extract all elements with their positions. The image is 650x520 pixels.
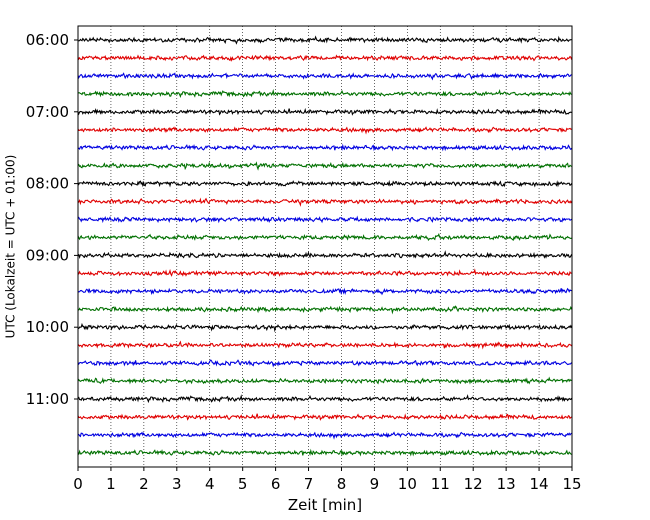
y-tick-label: 06:00 xyxy=(26,31,69,49)
y-tick-label: 07:00 xyxy=(26,103,69,121)
trace-series xyxy=(77,35,573,457)
trace-line xyxy=(77,250,573,259)
x-tick-label: 8 xyxy=(337,475,347,493)
trace-line xyxy=(77,322,573,333)
y-axis-ticks: 06:00 07:00 08:00 09:00 10:00 11:00 xyxy=(26,31,78,408)
trace-line xyxy=(77,287,572,296)
trace-line xyxy=(77,340,573,350)
trace-line xyxy=(77,197,573,207)
trace-line xyxy=(77,305,573,315)
x-tick-label: 9 xyxy=(370,475,380,493)
x-tick-label: 5 xyxy=(238,475,248,493)
y-tick-label: 09:00 xyxy=(26,246,69,264)
trace-line xyxy=(77,126,572,135)
trace-line xyxy=(77,88,572,98)
trace-line xyxy=(77,215,572,224)
x-tick-label: 10 xyxy=(398,475,417,493)
trace-line xyxy=(77,107,572,116)
y-axis-label: UTC (Lokalzeit = UTC + 01:00) xyxy=(4,155,18,339)
trace-line xyxy=(77,232,572,241)
trace-line xyxy=(77,179,573,188)
x-tick-label: 6 xyxy=(271,475,281,493)
trace-line xyxy=(77,35,572,45)
trace-line xyxy=(77,143,573,152)
y-tick-label: 08:00 xyxy=(26,175,69,193)
x-tick-label: 4 xyxy=(205,475,215,493)
x-axis-ticks: 0 1 2 3 4 5 6 7 8 9 10 11 12 13 14 15 xyxy=(73,467,582,493)
trace-line xyxy=(77,54,573,62)
x-tick-label: 7 xyxy=(304,475,314,493)
y-tick-label: 11:00 xyxy=(26,390,69,408)
trace-line xyxy=(77,161,572,171)
x-tick-label: 11 xyxy=(431,475,450,493)
x-tick-label: 0 xyxy=(73,475,83,493)
trace-line xyxy=(77,376,572,385)
trace-line xyxy=(77,394,573,404)
trace-line xyxy=(77,413,572,421)
trace-line xyxy=(77,268,572,277)
x-tick-label: 13 xyxy=(497,475,516,493)
x-tick-label: 12 xyxy=(464,475,483,493)
x-tick-label: 1 xyxy=(106,475,116,493)
trace-line xyxy=(77,448,572,457)
x-axis-label: Zeit [min] xyxy=(288,496,362,514)
x-tick-label: 2 xyxy=(139,475,149,493)
plot-frame xyxy=(77,25,573,468)
trace-line xyxy=(77,431,572,440)
x-tick-label: 15 xyxy=(562,475,581,493)
trace-line xyxy=(77,359,573,368)
y-tick-label: 10:00 xyxy=(26,318,69,336)
trace-line xyxy=(77,72,572,81)
x-tick-label: 14 xyxy=(530,475,549,493)
x-tick-label: 3 xyxy=(172,475,182,493)
